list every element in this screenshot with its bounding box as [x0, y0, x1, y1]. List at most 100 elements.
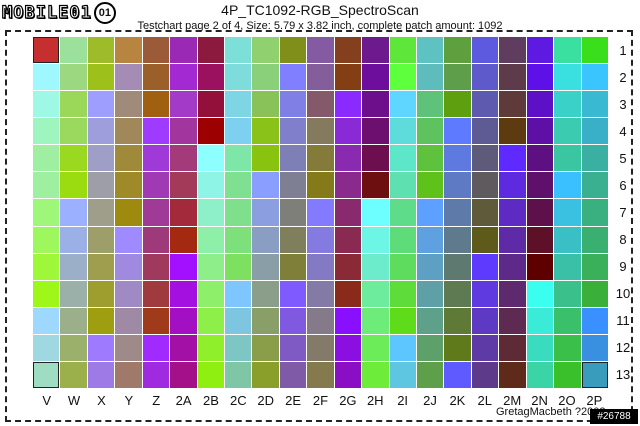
- patch-2m5: [499, 145, 526, 172]
- patch-2o9: [554, 253, 581, 280]
- patch-2l3: [471, 91, 499, 118]
- patch-2b11: [197, 307, 224, 334]
- patch-2j5: [417, 145, 444, 172]
- column-label: V: [42, 393, 52, 408]
- credit-text: GretagMacbeth ?2002: [496, 406, 606, 418]
- patch-2j10: [417, 280, 444, 307]
- page-title: 4P_TC1092-RGB_SpectroScan: [221, 2, 419, 18]
- patch-2e1: [279, 37, 307, 64]
- patch-w5: [60, 145, 87, 172]
- patch-w2: [60, 64, 87, 91]
- patch-2b4: [197, 118, 224, 145]
- patch-2d3: [252, 91, 279, 118]
- patch-2n1: [526, 37, 554, 64]
- patch-x3: [87, 91, 115, 118]
- column-label: 2F: [312, 393, 329, 408]
- patch-2c10: [225, 280, 252, 307]
- patch-2i7: [389, 199, 416, 226]
- patch-2b7: [197, 199, 224, 226]
- patch-2p5: [581, 145, 608, 172]
- patch-2c6: [225, 172, 252, 199]
- patch-z3: [142, 91, 170, 118]
- patch-2a6: [170, 172, 197, 199]
- patch-v13: [33, 361, 60, 388]
- patch-w9: [60, 253, 87, 280]
- column-label: 2H: [366, 393, 384, 408]
- patch-2n8: [526, 226, 554, 253]
- patch-z12: [142, 334, 170, 361]
- patch-2o8: [554, 226, 581, 253]
- patch-2i12: [389, 334, 416, 361]
- patch-2b10: [197, 280, 224, 307]
- patch-2m2: [499, 64, 526, 91]
- patch-z5: [142, 145, 170, 172]
- patch-2a1: [170, 37, 197, 64]
- patch-2o4: [554, 118, 581, 145]
- patch-z1: [142, 37, 170, 64]
- patch-z7: [142, 199, 170, 226]
- patch-w10: [60, 280, 87, 307]
- patch-y10: [115, 280, 142, 307]
- row-label: 11: [616, 313, 630, 328]
- patch-2c7: [225, 199, 252, 226]
- patch-w12: [60, 334, 87, 361]
- patch-2i3: [389, 91, 416, 118]
- patch-2h8: [362, 226, 389, 253]
- patch-2h11: [362, 307, 389, 334]
- column-labels: V W X Y Z 2A 2B 2C 2D 2E 2F 2G 2H 2I 2J 2K 2L 2M 2N 2O 2P: [33, 392, 608, 410]
- patch-v4: [33, 118, 60, 145]
- patch-2m3: [499, 91, 526, 118]
- patch-2n9: [526, 253, 554, 280]
- patch-x7: [87, 199, 115, 226]
- patch-2k13: [444, 361, 471, 388]
- column-label: 2C: [230, 393, 247, 408]
- patch-2a5: [170, 145, 197, 172]
- patch-2g9: [334, 253, 362, 280]
- patch-2d4: [252, 118, 279, 145]
- patch-2f9: [307, 253, 334, 280]
- patch-2d10: [252, 280, 279, 307]
- patch-w4: [60, 118, 87, 145]
- color-patch-grid: [33, 37, 608, 388]
- patch-x1: [87, 37, 115, 64]
- patch-2f10: [307, 280, 334, 307]
- row-label: 7: [619, 205, 627, 220]
- patch-2j6: [417, 172, 444, 199]
- patch-2f13: [307, 361, 334, 388]
- row-label: 1: [619, 43, 627, 58]
- patch-2e6: [279, 172, 307, 199]
- patch-v6: [33, 172, 60, 199]
- patch-2d5: [252, 145, 279, 172]
- patch-2g12: [334, 334, 362, 361]
- patch-2k10: [444, 280, 471, 307]
- patch-2i11: [389, 307, 416, 334]
- patch-2j4: [417, 118, 444, 145]
- patch-2d9: [252, 253, 279, 280]
- patch-2b1: [197, 37, 224, 64]
- patch-2f2: [307, 64, 334, 91]
- patch-2j3: [417, 91, 444, 118]
- patch-x8: [87, 226, 115, 253]
- patch-2p7: [581, 199, 608, 226]
- patch-x12: [87, 334, 115, 361]
- patch-2c11: [225, 307, 252, 334]
- patch-2d6: [252, 172, 279, 199]
- patch-w6: [60, 172, 87, 199]
- patch-2n2: [526, 64, 554, 91]
- logo-text: MOBILE01: [1, 2, 92, 23]
- patch-v7: [33, 199, 60, 226]
- patch-2c8: [225, 226, 252, 253]
- patch-2k8: [444, 226, 471, 253]
- patch-2n6: [526, 172, 554, 199]
- patch-2c13: [225, 361, 252, 388]
- patch-2d13: [252, 361, 279, 388]
- patch-2g3: [334, 91, 362, 118]
- patch-2l9: [471, 253, 499, 280]
- row-label: 9: [619, 259, 627, 274]
- patch-2d12: [252, 334, 279, 361]
- patch-2m10: [499, 280, 526, 307]
- patch-2e3: [279, 91, 307, 118]
- patch-y3: [115, 91, 142, 118]
- patch-2f6: [307, 172, 334, 199]
- patch-2l5: [471, 145, 499, 172]
